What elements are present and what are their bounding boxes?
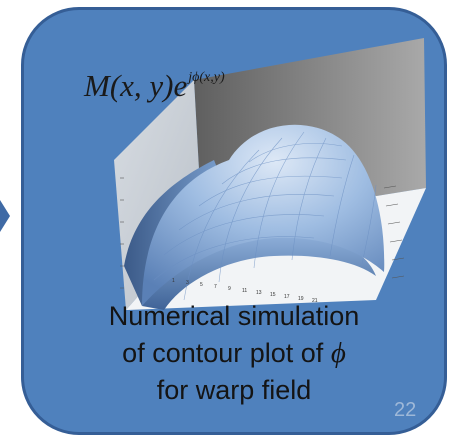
- x-tick: 17: [284, 294, 290, 300]
- x-tick: 13: [256, 290, 262, 296]
- formula-exponent: jϕ(x,y): [188, 70, 225, 85]
- x-tick: 11: [242, 288, 247, 294]
- caption-line-3: for warp field: [156, 375, 312, 405]
- surface-mesh: [153, 131, 377, 301]
- caption: Numerical simulation of contour plot of …: [24, 298, 444, 409]
- caption-line-2: of contour plot of ϕ: [24, 335, 444, 372]
- surface-front-skirt: [142, 233, 376, 310]
- x-tick: 15: [270, 292, 276, 298]
- surface-plot: 1 3 5 7 9 11 13 15 17 19 21: [114, 38, 426, 310]
- x-tick: 9: [228, 286, 231, 292]
- x-tick: 21: [312, 298, 318, 304]
- formula-label: M(x, y)ejϕ(x,y): [84, 70, 225, 101]
- x-tick: 3: [186, 280, 189, 286]
- x-tick: 19: [298, 296, 304, 302]
- figure-card: 1 3 5 7 9 11 13 15 17 19 21: [21, 7, 447, 435]
- axis-marks: [120, 177, 405, 289]
- surface-dome: [142, 124, 385, 306]
- formula-base: M(x, y)e: [84, 68, 188, 103]
- x-tick: 1: [172, 278, 175, 284]
- arrow-right-icon: [0, 200, 10, 232]
- caption-line-1: Numerical simulation: [108, 301, 360, 331]
- slide-number: 22: [394, 399, 417, 421]
- x-tick: 5: [200, 282, 203, 288]
- phi-symbol: ϕ: [330, 337, 346, 369]
- x-axis-ticks: 1 3 5 7 9 11 13 15 17 19 21: [172, 278, 318, 304]
- x-tick: 7: [214, 284, 217, 290]
- caption-line-2-text: of contour plot of: [122, 338, 331, 368]
